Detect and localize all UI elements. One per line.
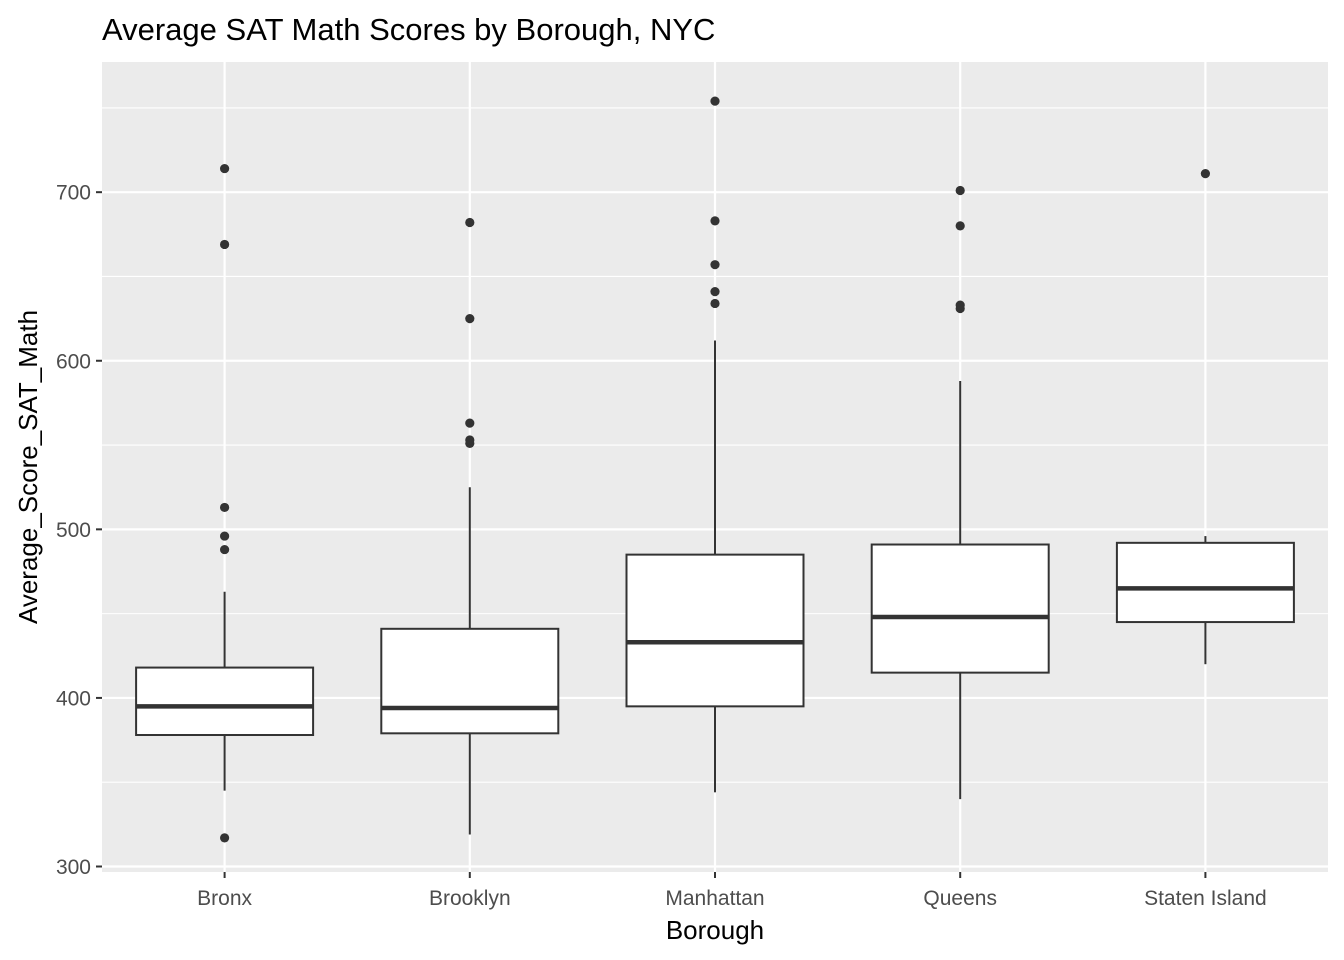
outlier-point xyxy=(710,287,720,297)
box-manhattan xyxy=(625,96,805,793)
y-tick-label: 400 xyxy=(56,687,91,710)
outlier-point xyxy=(465,435,475,445)
chart-title: Average SAT Math Scores by Borough, NYC xyxy=(102,12,715,47)
outlier-point xyxy=(465,314,475,324)
y-axis-title: Average_Score_SAT_Math xyxy=(13,310,43,624)
box-iqr xyxy=(870,543,1050,674)
outlier-point xyxy=(710,216,720,226)
outlier-point xyxy=(220,163,230,174)
outlier-point xyxy=(710,260,720,270)
box-iqr xyxy=(1115,541,1295,624)
box-bronx xyxy=(135,163,315,843)
y-tick-label: 700 xyxy=(56,182,91,205)
box-iqr xyxy=(625,553,805,708)
x-axis: Bronx Brooklyn Manhattan Queens Staten Islan… xyxy=(197,872,1267,910)
outlier-point xyxy=(1200,169,1210,179)
outlier-point xyxy=(465,217,475,228)
box-series xyxy=(135,96,1295,843)
box-staten-island xyxy=(1115,169,1295,665)
box-iqr xyxy=(135,666,315,737)
outlier-point xyxy=(955,300,965,310)
outlier-point xyxy=(220,833,230,843)
x-tick-label: Queens xyxy=(923,887,997,910)
x-tick-label: Staten Island xyxy=(1144,887,1267,910)
outlier-point xyxy=(955,221,965,231)
box-iqr xyxy=(380,627,560,735)
outlier-point xyxy=(710,96,720,106)
x-axis-title: Borough xyxy=(666,915,764,945)
box-queens xyxy=(870,185,1050,800)
x-tick-label: Brooklyn xyxy=(429,887,511,910)
outlier-point xyxy=(710,298,720,309)
outlier-point xyxy=(220,502,230,513)
y-tick-label: 500 xyxy=(56,519,91,542)
outlier-point xyxy=(955,185,965,196)
x-tick-label: Bronx xyxy=(197,887,252,910)
outlier-point xyxy=(220,239,230,250)
x-tick-label: Manhattan xyxy=(665,887,764,910)
outlier-point xyxy=(220,531,230,541)
y-tick-label: 600 xyxy=(56,350,91,373)
y-axis: 300 400 500 600 700 xyxy=(56,182,102,879)
outlier-point xyxy=(465,418,475,428)
box-brooklyn xyxy=(380,217,560,835)
outlier-point xyxy=(220,544,230,555)
y-tick-label: 300 xyxy=(56,856,91,879)
